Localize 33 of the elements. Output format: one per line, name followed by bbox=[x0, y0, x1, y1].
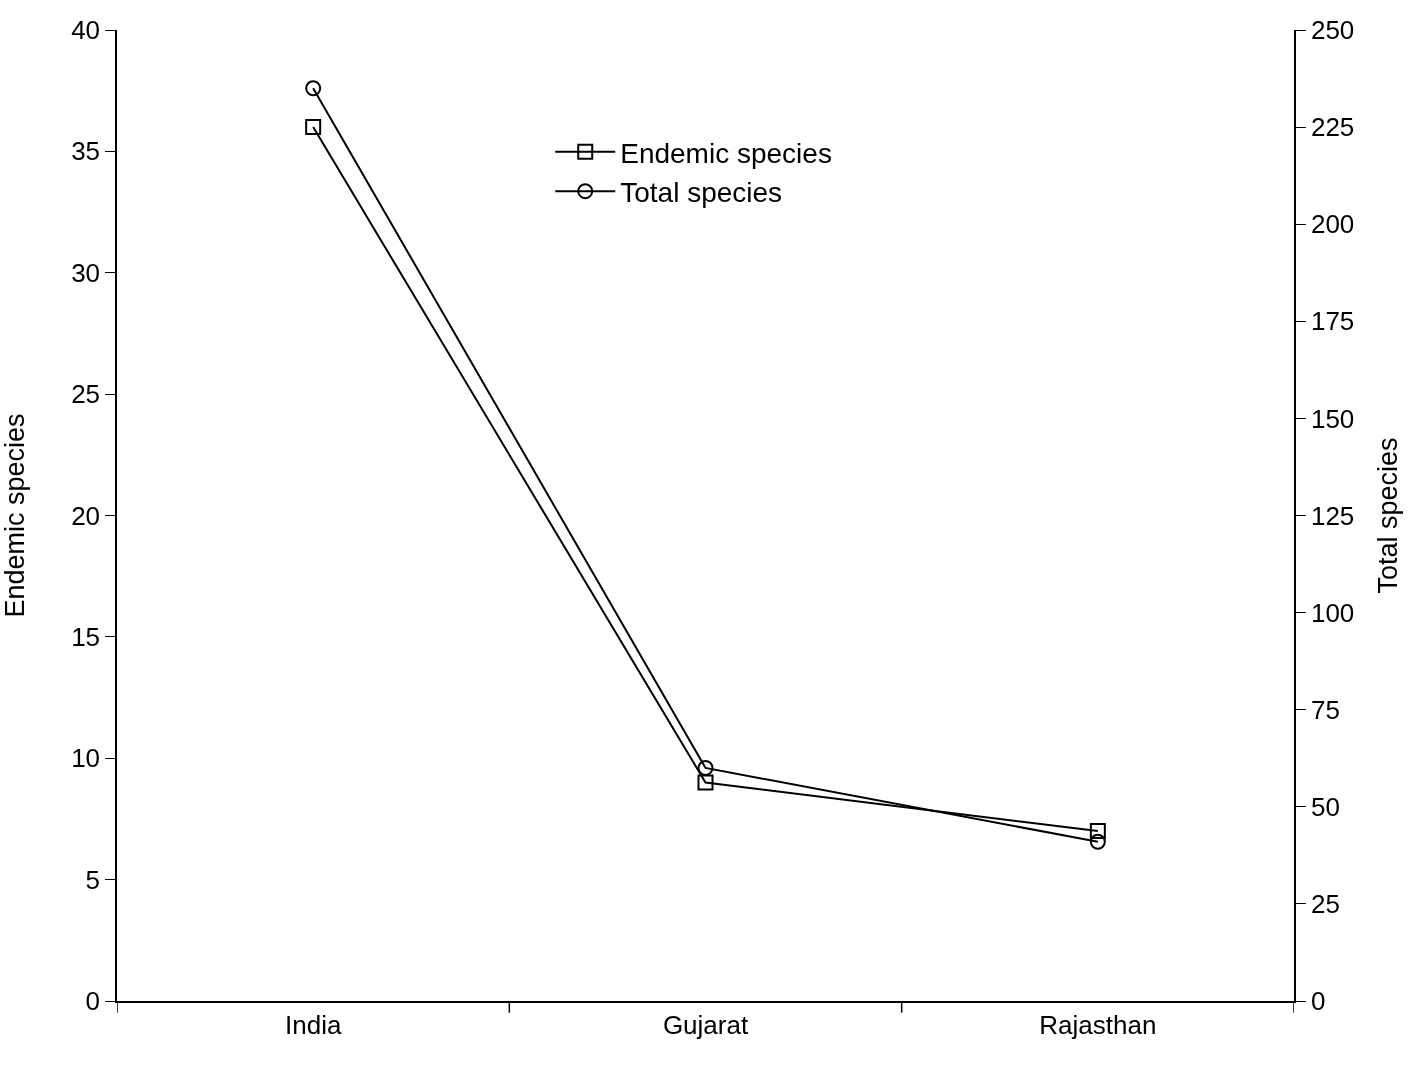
point bbox=[305, 80, 322, 97]
y2-tick-label: 175 bbox=[1310, 306, 1355, 337]
y2-tick-label: 125 bbox=[1310, 500, 1355, 531]
x-tick-label: Gujarat bbox=[662, 1009, 749, 1040]
point bbox=[697, 774, 714, 791]
x-tick-label: India bbox=[284, 1009, 342, 1040]
legend-label: Total species bbox=[620, 177, 783, 209]
y2-tick-label: 50 bbox=[1310, 791, 1340, 822]
y2-tick-label: 150 bbox=[1310, 403, 1355, 434]
y-tick-label: 20 bbox=[71, 500, 101, 531]
y2-tick-label: 0 bbox=[1310, 986, 1326, 1017]
y-tick-label: 40 bbox=[71, 15, 101, 46]
y-tick-label: 0 bbox=[85, 986, 101, 1017]
y2-tick-label: 200 bbox=[1310, 209, 1355, 240]
point bbox=[1089, 833, 1106, 850]
point bbox=[697, 759, 714, 776]
y-tick-label: 15 bbox=[71, 621, 101, 652]
y2-tick-label: 100 bbox=[1310, 597, 1355, 628]
y2-tick-label: 25 bbox=[1310, 889, 1340, 919]
legend-label: Endemic species bbox=[620, 137, 832, 169]
y2-tick-label: 75 bbox=[1310, 694, 1340, 725]
point bbox=[1089, 823, 1106, 840]
y2-tick-label: 250 bbox=[1310, 15, 1355, 46]
x-tick-label: Rajasthan bbox=[1039, 1009, 1157, 1040]
y2-tick-label: 225 bbox=[1310, 112, 1355, 143]
y-axis-title: Endemic species bbox=[0, 413, 30, 618]
y-tick-label: 25 bbox=[71, 379, 101, 410]
point bbox=[305, 119, 322, 136]
y-tick-label: 35 bbox=[71, 136, 101, 167]
y2-axis-title: Total species bbox=[1373, 437, 1404, 594]
y-tick-label: 5 bbox=[85, 864, 101, 895]
y-tick-label: 30 bbox=[71, 257, 101, 288]
y-tick-label: 10 bbox=[71, 743, 101, 774]
